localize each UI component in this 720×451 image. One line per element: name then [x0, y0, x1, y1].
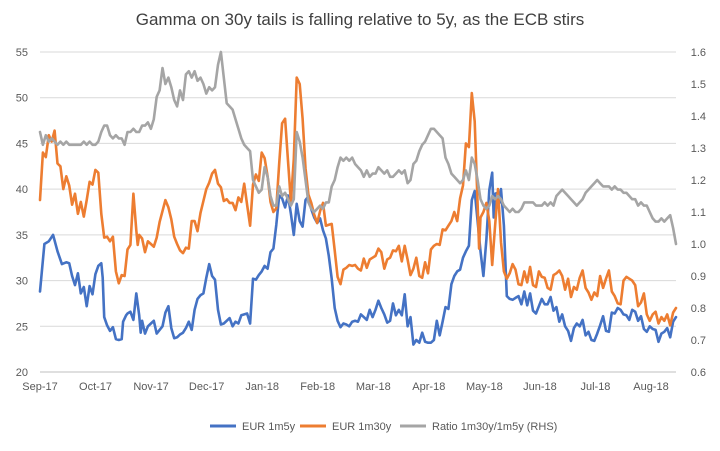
y-right-tick-label: 1.4 [691, 111, 706, 123]
x-tick-label: Feb-18 [300, 381, 335, 393]
y-right-tick-label: 1.5 [691, 79, 706, 91]
y-left-tick-label: 40 [16, 184, 28, 196]
y-left-tick-label: 55 [16, 47, 28, 59]
x-tick-label: Jan-18 [245, 381, 279, 393]
legend-label: EUR 1m5y [242, 421, 296, 433]
series-lines [38, 50, 678, 346]
x-tick-label: Mar-18 [356, 381, 391, 393]
x-tick-label: Oct-17 [79, 381, 112, 393]
y-left-tick-label: 20 [16, 367, 28, 379]
y-right-tick-label: 0.7 [691, 335, 706, 347]
x-tick-label: Dec-17 [189, 381, 224, 393]
y-left-tick-label: 50 [16, 93, 28, 105]
y-left-tick-label: 25 [16, 321, 28, 333]
x-tick-label: Sep-17 [22, 381, 57, 393]
series-line-eur-1m30y [38, 76, 678, 327]
y-right-tick-label: 0.9 [691, 271, 706, 283]
chart-title: Gamma on 30y tails is falling relative t… [135, 10, 585, 29]
series-line-eur-1m5y [38, 171, 678, 346]
y-left-tick-label: 45 [16, 138, 28, 150]
series-line-ratio-1m30y-1m5y-rhs [38, 50, 678, 246]
legend-label: Ratio 1m30y/1m5y (RHS) [432, 421, 557, 433]
y-right-tick-label: 0.6 [691, 367, 706, 379]
y-right-tick-label: 0.8 [691, 303, 706, 315]
y-right-tick-label: 1.6 [691, 47, 706, 59]
x-tick-label: Aug-18 [633, 381, 668, 393]
axes: 20 25 30 35 40 45 50 55 0.6 0.7 0.8 0.9 1.0 1.1 1.2 1.3… [16, 47, 706, 393]
legend: EUR 1m5y EUR 1m30y Ratio 1m30y/1m5y (RHS) [210, 421, 557, 433]
x-tick-label: Jun-18 [523, 381, 557, 393]
x-tick-label: May-18 [466, 381, 503, 393]
y-right-tick-label: 1.1 [691, 207, 706, 219]
gridlines [40, 51, 676, 373]
x-tick-label: Apr-18 [412, 381, 445, 393]
y-right-tick-label: 1.0 [691, 239, 706, 251]
y-left-tick-label: 35 [16, 230, 28, 242]
legend-label: EUR 1m30y [332, 421, 392, 433]
y-right-tick-label: 1.3 [691, 143, 706, 155]
y-left-tick-label: 30 [16, 276, 28, 288]
x-tick-label: Jul-18 [580, 381, 610, 393]
y-right-tick-label: 1.2 [691, 175, 706, 187]
x-tick-label: Nov-17 [133, 381, 168, 393]
